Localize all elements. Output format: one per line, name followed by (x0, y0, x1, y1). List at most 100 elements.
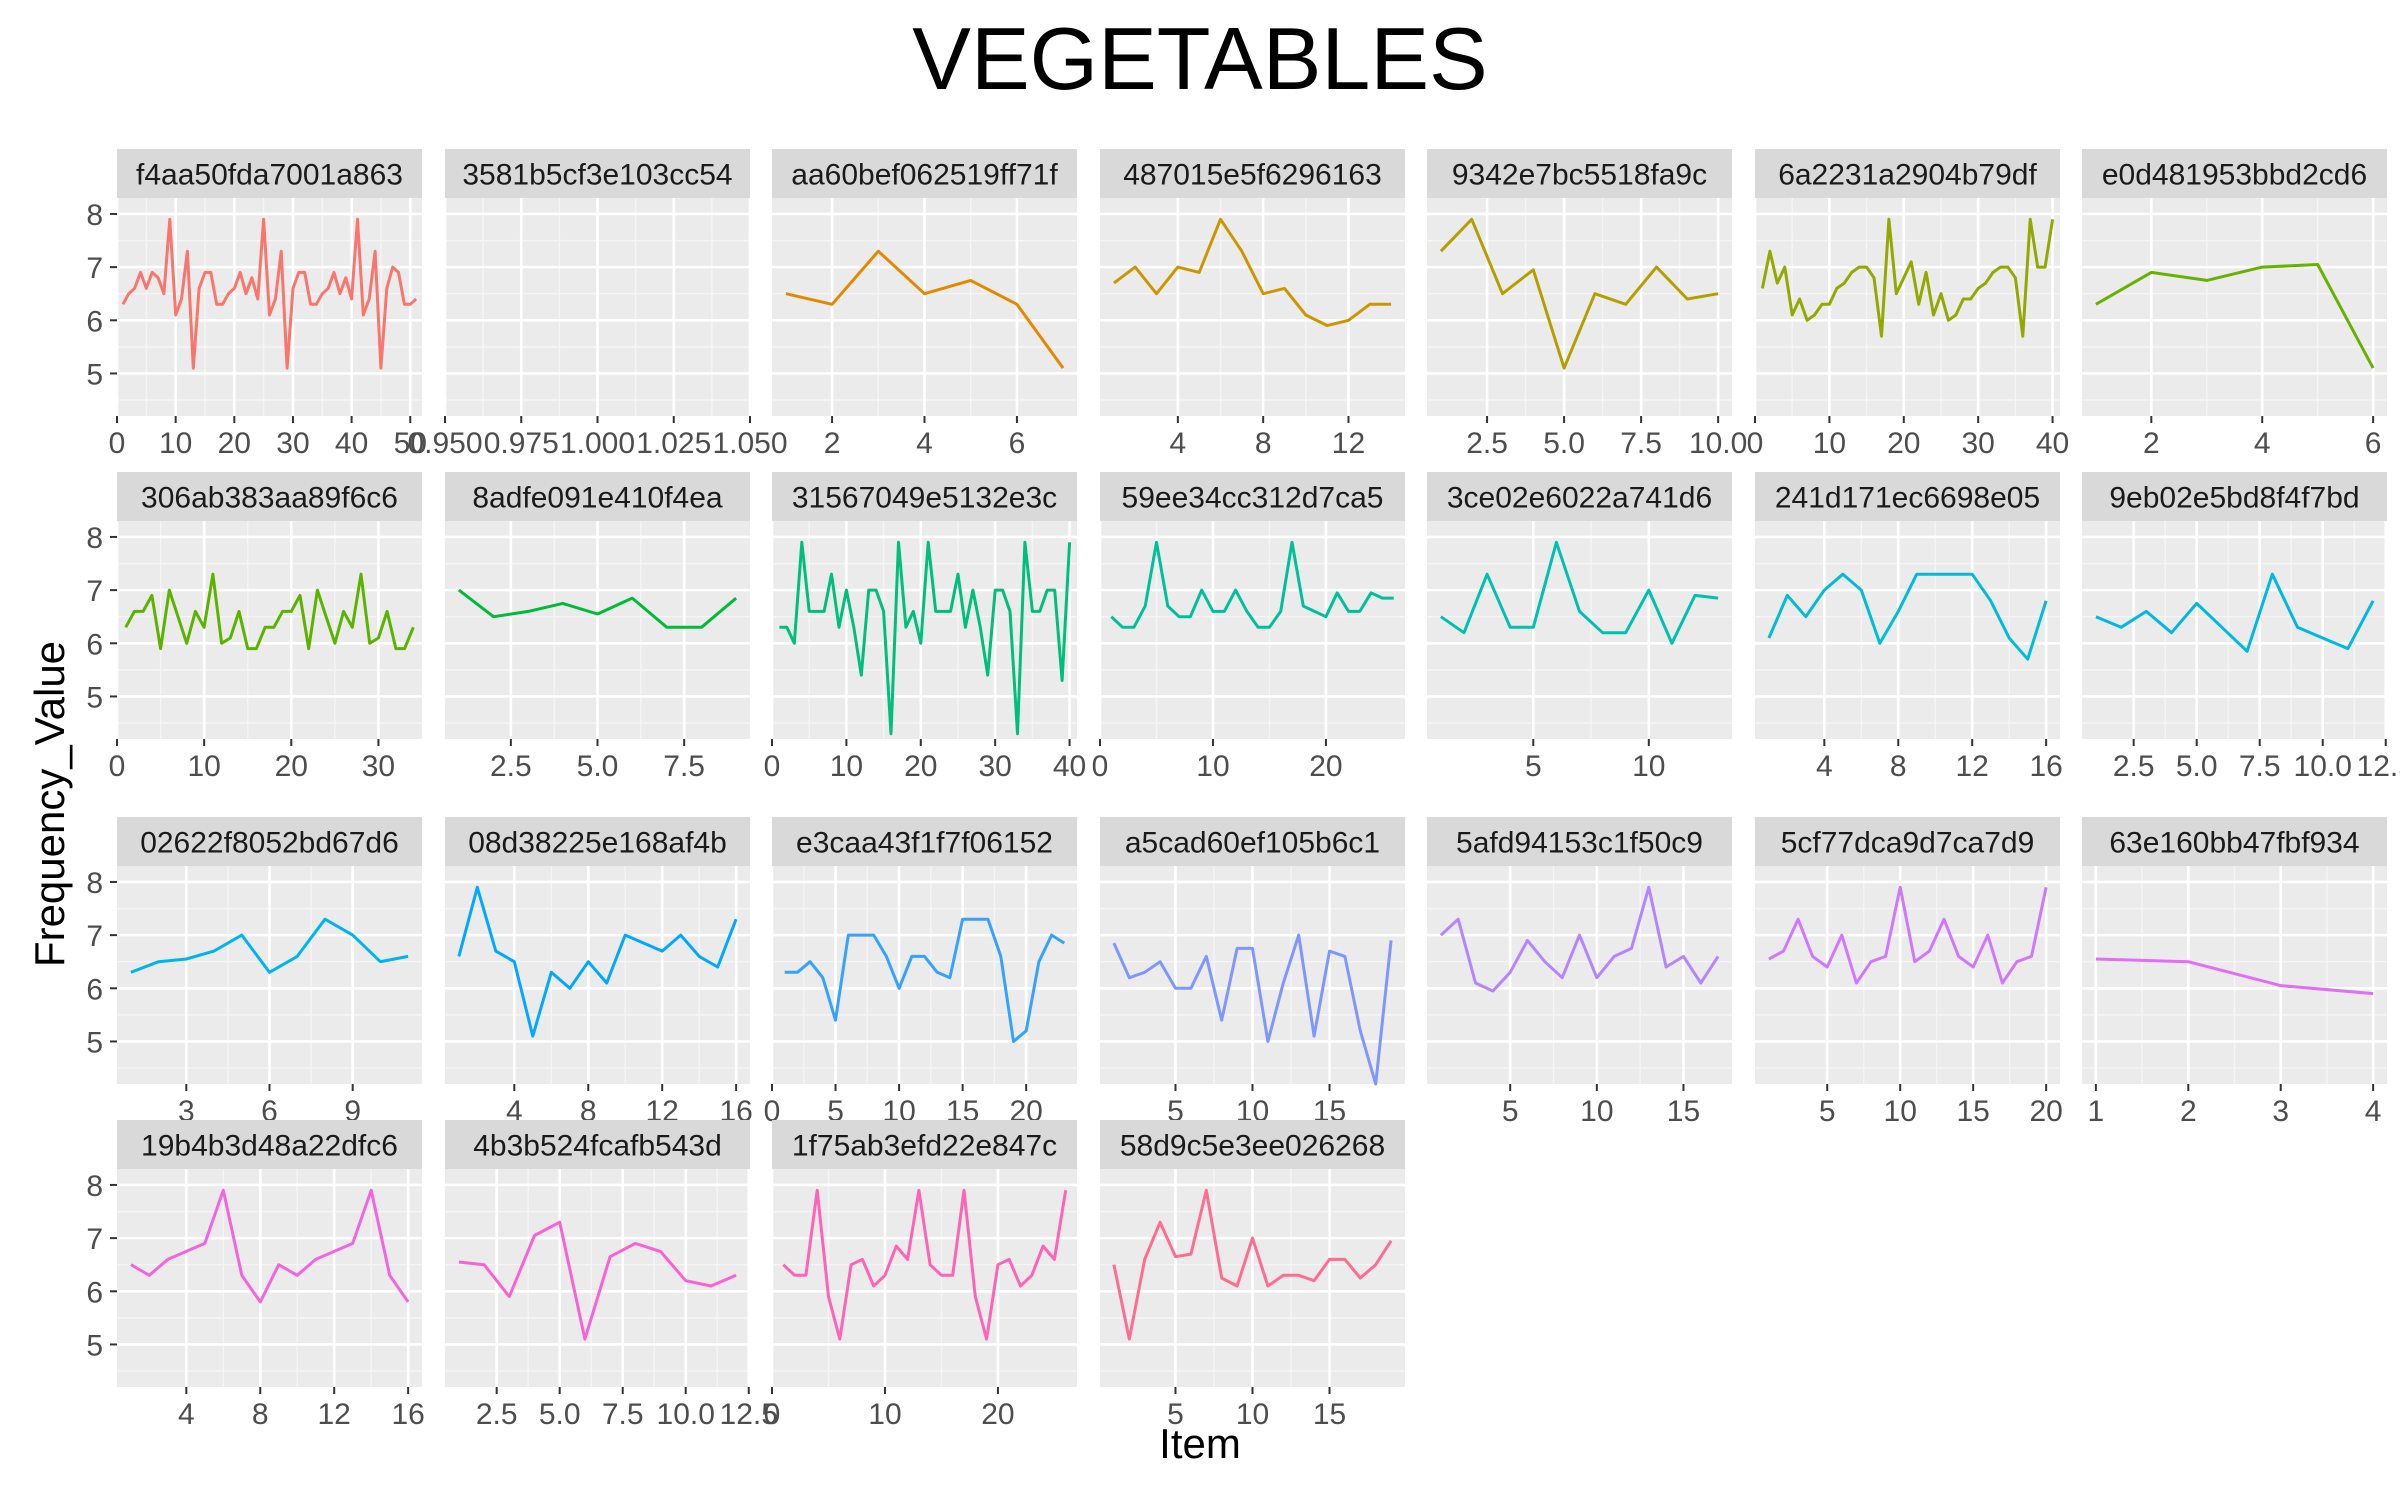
series-line (457, 885, 738, 1038)
x-tick-label: 5.0 (577, 750, 619, 783)
x-tick-label: 6 (2365, 427, 2382, 460)
facet-strip (117, 149, 422, 198)
facet-strip (1427, 472, 1732, 521)
facet-panel: 3581b5cf3e103cc54 0.950 0.975 1.000 1.025 1.0… (407, 149, 788, 460)
series-line (130, 1188, 410, 1304)
facet-strip (1427, 817, 1732, 866)
series-line (121, 217, 418, 370)
x-tick-label: 20 (904, 750, 937, 783)
x-tick-label: 2 (2143, 427, 2160, 460)
x-tick-label: 3 (178, 1095, 195, 1128)
facet-strip (1100, 149, 1405, 198)
facet-strip-label: 31567049e5132e3c (792, 482, 1057, 515)
facet-strip-label: 58d9c5e3ee026268 (1120, 1130, 1385, 1163)
x-tick-label: 7.5 (663, 750, 705, 783)
series-line (784, 917, 1066, 1043)
panel-background (117, 1169, 422, 1387)
x-tick-label: 2.5 (476, 1398, 518, 1431)
facet-strip-label: 8adfe091e410f4ea (472, 482, 723, 515)
x-tick-label: 4 (2254, 427, 2271, 460)
facet-strip (772, 149, 1077, 198)
y-tick-label: 6 (86, 305, 103, 338)
facet-panel: f4aa50fda7001a863 0 10 20 30 40 50 5 6 7 8 (86, 149, 427, 460)
x-tick-label: 10 (159, 427, 192, 460)
facet-strip (772, 1120, 1077, 1169)
series-line (457, 588, 738, 629)
facet-panel: aa60bef062519ff71f 2 4 6 (772, 149, 1077, 460)
facet-strip (772, 817, 1077, 866)
x-tick-label: 4 (1816, 750, 1833, 783)
facet-strip-label: 3ce02e6022a741d6 (1447, 482, 1712, 515)
facet-strip-label: 5afd94153c1f50c9 (1456, 827, 1703, 860)
y-tick-label: 6 (86, 628, 103, 661)
x-tick-label: 40 (1053, 750, 1086, 783)
y-tick-label: 8 (86, 522, 103, 555)
panel-background (1100, 521, 1405, 739)
facet-strip-label: 5cf77dca9d7ca7d9 (1781, 827, 2035, 860)
y-tick-label: 6 (86, 973, 103, 1006)
facet-strip-label: 08d38225e168af4b (468, 827, 727, 860)
facet-panel: 31567049e5132e3c 0 10 20 30 40 (764, 472, 1086, 783)
x-tick-label: 4 (916, 427, 933, 460)
y-tick-label: 5 (86, 358, 103, 391)
facet-strip-label: 63e160bb47fbf934 (2109, 827, 2359, 860)
facet-strip (1755, 149, 2060, 198)
facet-strip (1100, 472, 1405, 521)
x-tick-label: 0 (1092, 750, 1109, 783)
x-tick-label: 40 (2036, 427, 2069, 460)
x-tick-label: 1.000 (560, 427, 635, 460)
facet-strip-label: 9eb02e5bd8f4f7bd (2109, 482, 2359, 515)
panel-background (772, 866, 1077, 1084)
facet-strip (445, 149, 750, 198)
facet-strip-label: f4aa50fda7001a863 (136, 159, 403, 192)
facet-strip-label: 02622f8052bd67d6 (140, 827, 399, 860)
facet-strip-label: 59ee34cc312d7ca5 (1122, 482, 1384, 515)
facet-strip-label: e0d481953bbd2cd6 (2102, 159, 2367, 192)
facet-strip-label: a5cad60ef105b6c1 (1125, 827, 1380, 860)
x-tick-label: 10 (1813, 427, 1846, 460)
x-tick-label: 5 (1167, 1398, 1184, 1431)
x-tick-label: 0 (1747, 427, 1764, 460)
facet-strip (445, 1120, 750, 1169)
series-line (1767, 572, 2048, 661)
x-tick-label: 2.5 (1466, 427, 1508, 460)
series-line (1112, 933, 1393, 1086)
series-line (458, 1220, 737, 1341)
facet-panel: 241d171ec6698e05 4 8 12 16 (1755, 472, 2063, 783)
x-tick-label: 12 (1332, 427, 1365, 460)
x-tick-label: 4 (178, 1398, 195, 1431)
x-tick-label: 2 (2180, 1095, 2197, 1128)
facet-panel: 6a2231a2904b79df 0 10 20 30 40 (1747, 149, 2069, 460)
x-tick-label: 8 (580, 1095, 597, 1128)
x-tick-label: 16 (2029, 750, 2062, 783)
facet-strip-label: 3581b5cf3e103cc54 (462, 159, 732, 192)
panel-background (1427, 521, 1732, 739)
x-tick-label: 30 (1961, 427, 1994, 460)
series-line (779, 540, 1072, 736)
series-line (1440, 540, 1719, 645)
panel-background (1100, 198, 1405, 416)
x-tick-label: 4 (506, 1095, 523, 1128)
x-tick-label: 9 (344, 1095, 361, 1128)
x-tick-label: 50 (394, 427, 427, 460)
facet-strip-label: 19b4b3d48a22dfc6 (141, 1130, 398, 1163)
x-tick-label: 10 (830, 750, 863, 783)
x-tick-label: 20 (1887, 427, 1920, 460)
series-line (785, 249, 1065, 369)
x-tick-label: 10 (868, 1398, 901, 1431)
facet-panel: 58d9c5e3ee026268 5 10 15 (1100, 1120, 1405, 1431)
y-tick-label: 8 (86, 1170, 103, 1203)
x-tick-label: 15 (1313, 1398, 1346, 1431)
series-line (782, 1188, 1068, 1341)
y-tick-label: 5 (86, 1329, 103, 1362)
panel-background (445, 1169, 750, 1387)
series-line (1760, 217, 2055, 338)
panel-background (445, 866, 750, 1084)
series-line (2095, 263, 2375, 369)
facet-strip (772, 472, 1077, 521)
x-tick-label: 4 (1170, 427, 1187, 460)
series-line (1439, 217, 1719, 370)
